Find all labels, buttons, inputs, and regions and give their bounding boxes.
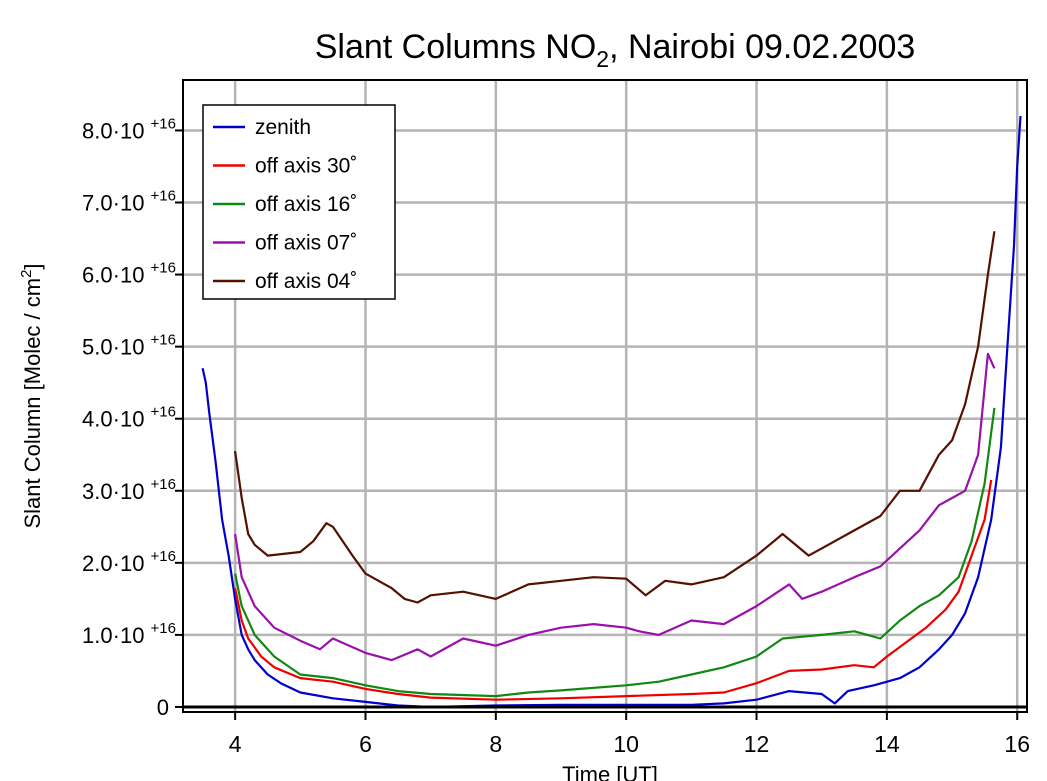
legend-box [202, 104, 396, 300]
legend: zenith off axis 30˚ off axis 16˚ off axis 0… [202, 104, 396, 300]
y-tick-label: 6.0·10 +16 [82, 260, 176, 288]
y-tick-label: 5.0·10 +16 [82, 332, 176, 360]
data-line [234, 479, 993, 701]
lines [201, 115, 1022, 709]
legend-label: zenith [255, 116, 311, 139]
data-line [201, 115, 1022, 709]
y-tick-label: 1.0·10 +16 [82, 620, 176, 648]
text-part: , Nairobi 09.02.2003 [609, 28, 915, 66]
x-tick-label: 16 [1004, 731, 1030, 757]
text-part: Slant Columns NO [315, 28, 597, 66]
text-part: 2 [596, 46, 609, 72]
data-line [234, 231, 996, 604]
x-tick-label: 12 [744, 731, 770, 757]
text-part: 2 [18, 270, 35, 278]
y-tick-label: 2.0·10 +16 [82, 548, 176, 576]
x-tick-label: 14 [874, 731, 900, 757]
y-tick-label: 4.0·10 +16 [82, 404, 176, 432]
y-tick-label: 8.0·10 +16 [82, 115, 176, 143]
legend-label: off axis 30˚ [255, 155, 357, 178]
y-axis-label: Slant Column [Molec / cm2] [18, 263, 45, 528]
legend-label: off axis 16˚ [255, 193, 357, 216]
axes: 4 6 8 10 12 14 16 0 1.0·10 +16 2.0·10 +16 3.0·10 +… [18, 28, 1030, 781]
x-tick-label: 4 [229, 731, 242, 757]
y-tick-label: 0 [157, 695, 169, 720]
y-tick-label: 3.0·10 +16 [82, 476, 176, 504]
legend-label: off axis 04˚ [255, 270, 357, 293]
x-tick-label: 8 [489, 731, 502, 757]
x-axis-label: Time [UT] [562, 762, 658, 781]
plot-frame [182, 79, 1028, 713]
x-tick-label: 10 [613, 731, 639, 757]
text-part: ] [20, 263, 45, 269]
data-line [234, 407, 996, 698]
legend-label: off axis 07˚ [255, 232, 357, 255]
chart-title: Slant Columns NO2, Nairobi 09.02.2003 [315, 28, 916, 72]
data-line [234, 352, 996, 662]
text-part: Slant Column [Molec / cm [20, 278, 45, 529]
x-tick-label: 6 [359, 731, 372, 757]
y-tick-label: 7.0·10 +16 [82, 188, 176, 216]
